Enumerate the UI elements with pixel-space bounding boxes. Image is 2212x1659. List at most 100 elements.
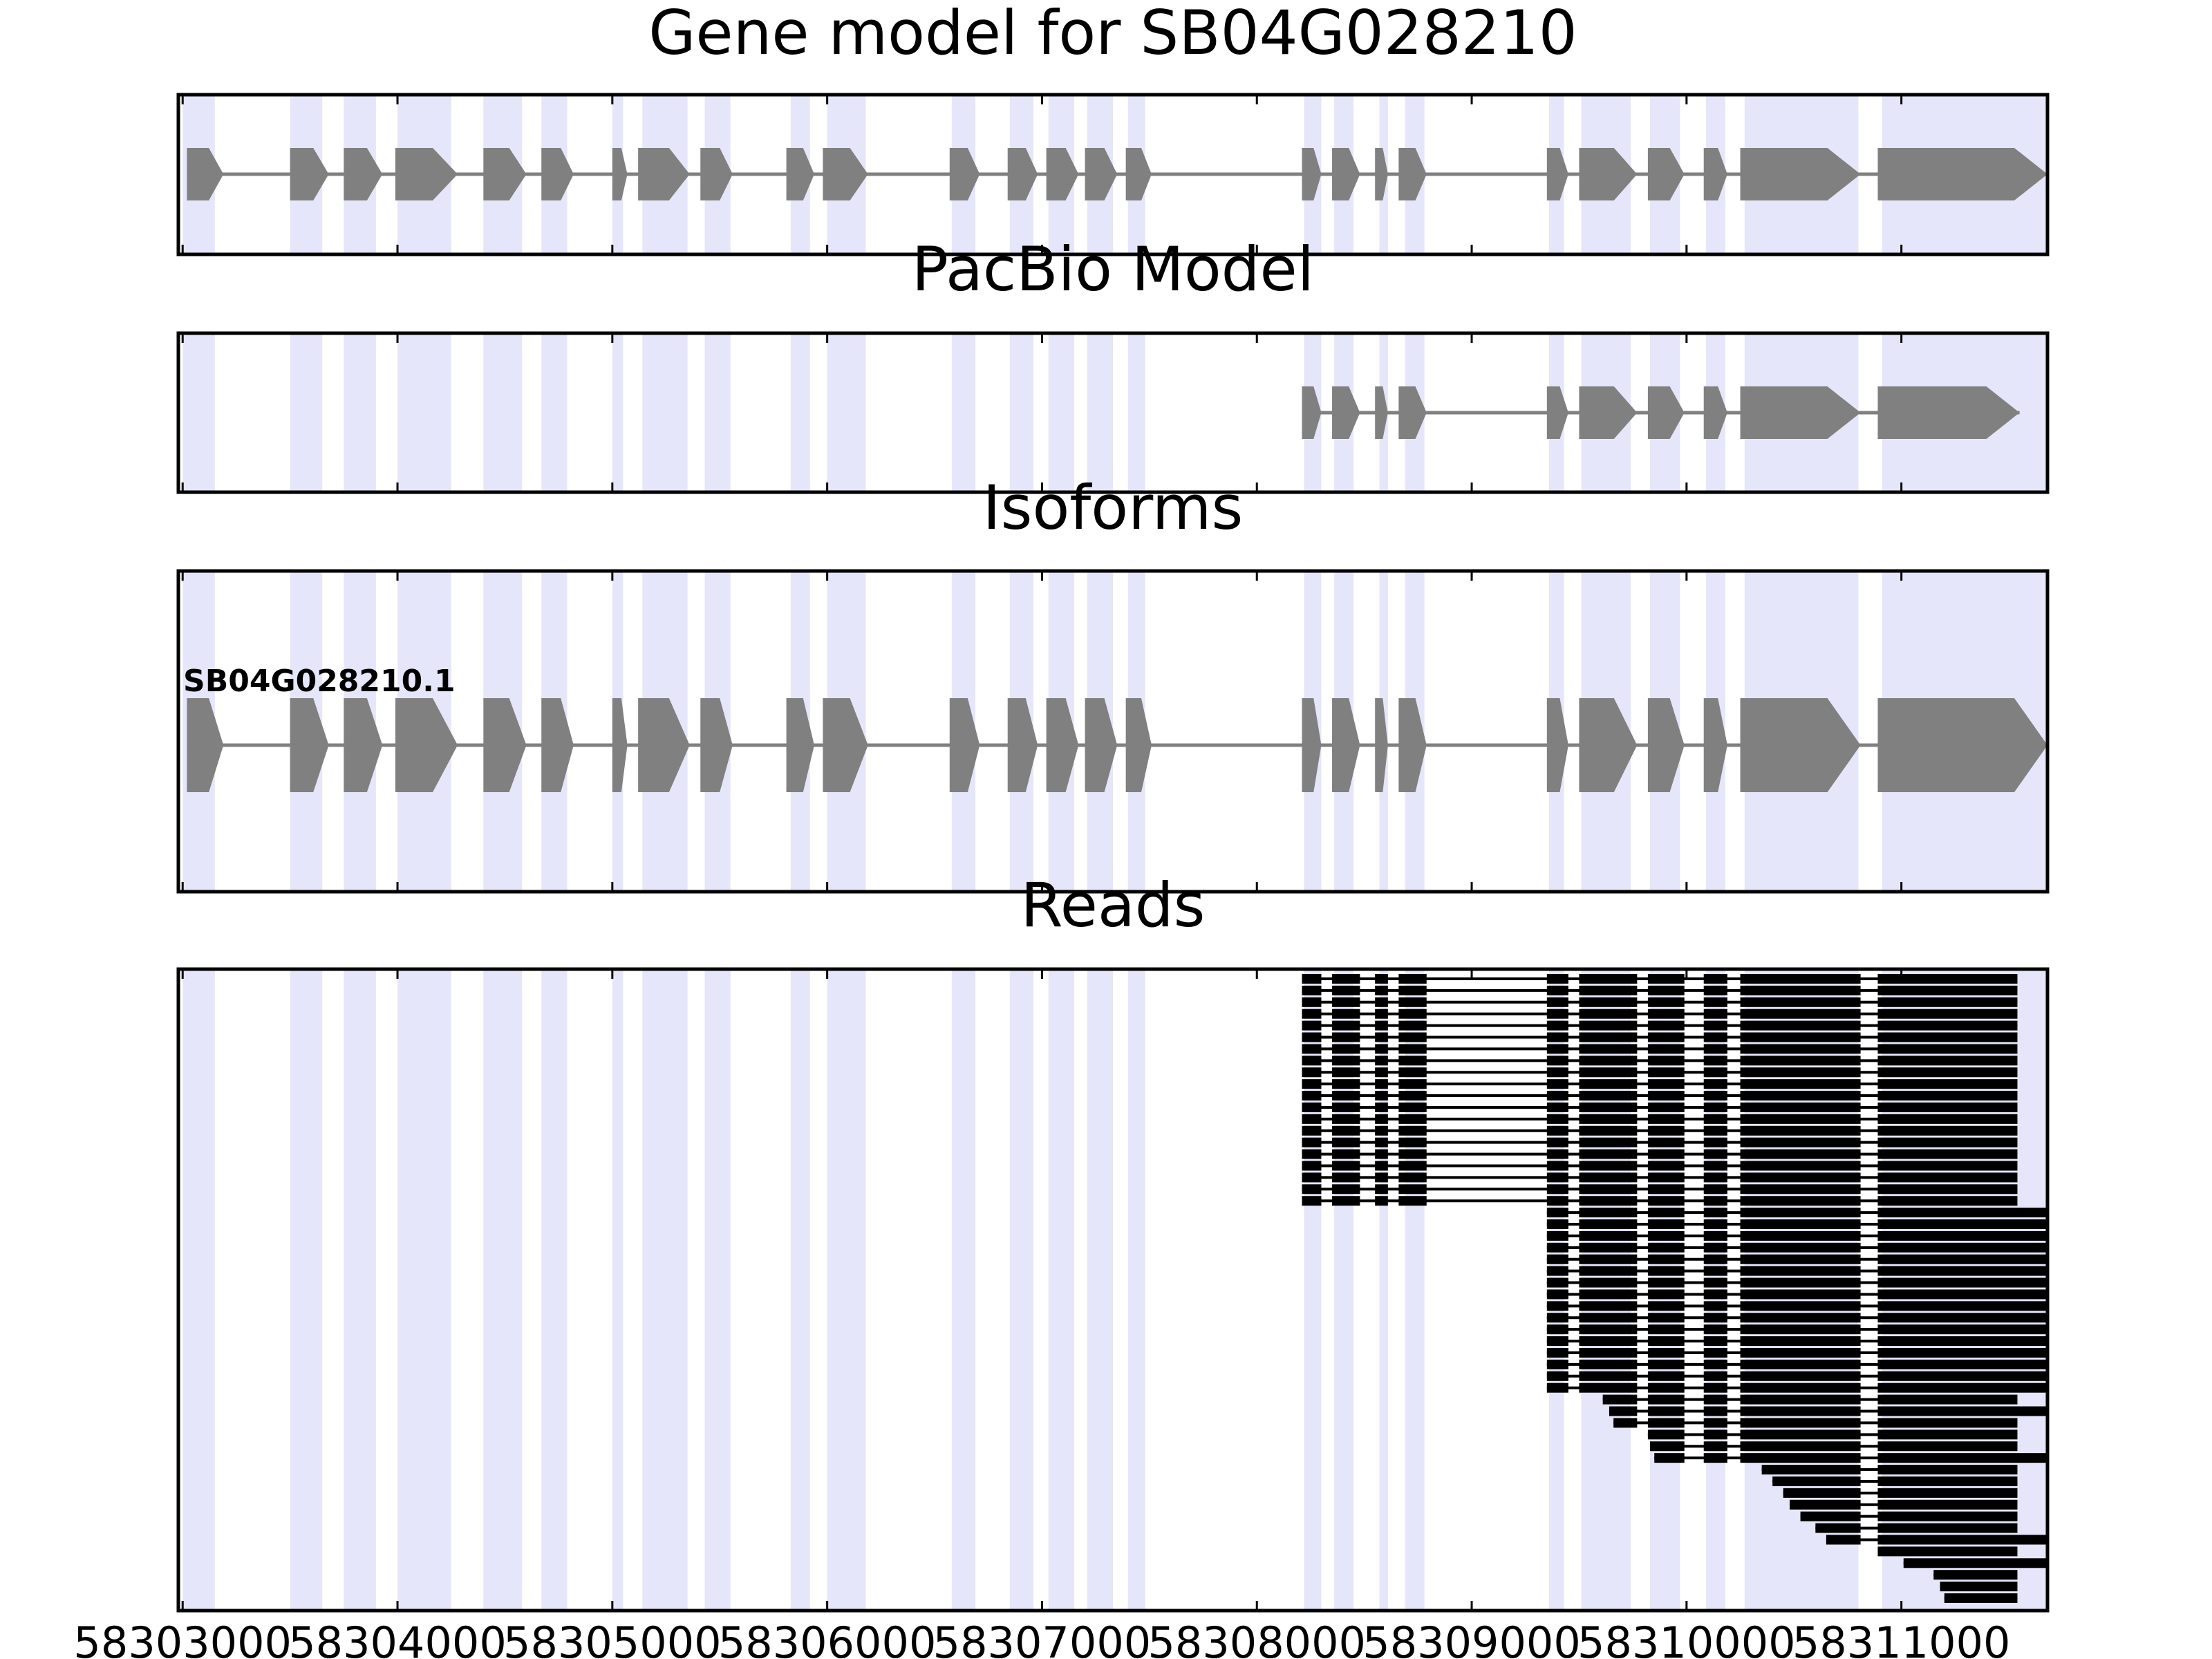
exon-block (612, 698, 628, 792)
highlight-region (1127, 969, 1145, 1611)
read-exon-block (1877, 1476, 2018, 1486)
read-exon-block (1877, 1441, 2018, 1452)
exon-block (1647, 386, 1685, 439)
read-exon-block (1647, 1044, 1685, 1054)
read-exon-block (1703, 1067, 1727, 1078)
read-exon-block (1740, 1382, 1861, 1393)
read-exon-block (1332, 1067, 1360, 1078)
read-exon-block (1877, 1535, 2047, 1545)
read-exon-block (1826, 1535, 1861, 1545)
read-exon-block (1703, 1301, 1727, 1311)
exon-block (638, 698, 690, 792)
read-exon-block (1546, 1067, 1568, 1078)
read-exon-block (1579, 1230, 1638, 1241)
exon-block (290, 698, 329, 792)
exon-block (1375, 148, 1388, 200)
read-exon-block (1647, 1289, 1685, 1300)
read (1761, 1465, 2018, 1475)
read (1302, 1032, 2018, 1042)
read-exon-block (1740, 974, 1861, 984)
highlight-region (397, 333, 451, 492)
exon-block (187, 698, 224, 792)
exon-block (1302, 386, 1322, 439)
read-exon-block (1703, 1032, 1727, 1042)
read-exon-block (1647, 1371, 1685, 1381)
highlight-region (1009, 333, 1034, 492)
read-exon-block (1332, 1056, 1360, 1066)
read-exon-block (1703, 1359, 1727, 1369)
exon-block (290, 148, 329, 200)
exon-block (823, 698, 868, 792)
read (1647, 1430, 2018, 1440)
exon-block (1302, 698, 1322, 792)
read-exon-block (1877, 1336, 2047, 1347)
read-exon-block (1944, 1593, 2018, 1603)
read (1602, 1394, 2018, 1405)
read-exon-block (1647, 1032, 1685, 1042)
read (1302, 1149, 2018, 1159)
read-exon-block (1398, 1020, 1427, 1031)
read (1302, 974, 2018, 984)
read-exon-block (1302, 1125, 1322, 1136)
read-exon-block (1579, 1172, 1638, 1183)
read (1546, 1289, 2047, 1300)
read-exon-block (1772, 1476, 1861, 1486)
read-exon-block (1703, 997, 1727, 1007)
read-exon-block (1740, 1289, 1861, 1300)
read-exon-block (1647, 1149, 1685, 1159)
exon-block (1647, 698, 1685, 792)
highlight-region (642, 969, 688, 1611)
read-exon-block (1579, 1020, 1638, 1031)
read-exon-block (1740, 1091, 1861, 1101)
read-exon-block (1877, 1382, 2047, 1393)
read-exon-block (1398, 997, 1427, 1007)
highlight-region (827, 333, 866, 492)
highlight-region (790, 969, 810, 1611)
exon-block (1332, 698, 1360, 792)
read (1940, 1582, 2018, 1592)
read-exon-block (1647, 1230, 1685, 1241)
read-exon-block (1877, 1161, 2018, 1171)
read-exon-block (1740, 1196, 1861, 1206)
exon-block (786, 148, 814, 200)
exon-block (1375, 386, 1388, 439)
read-exon-block (1783, 1488, 1861, 1498)
read-exon-block (1579, 1184, 1638, 1194)
read-exon-block (1740, 1301, 1861, 1311)
highlight-region (1009, 969, 1034, 1611)
read-exon-block (1877, 1430, 2018, 1440)
read-exon-block (1703, 1453, 1727, 1463)
read-exon-block (1740, 1347, 1861, 1358)
read-exon-block (1332, 1149, 1360, 1159)
read-exon-block (1375, 1079, 1388, 1089)
read (1826, 1535, 2047, 1545)
read-exon-block (1332, 1091, 1360, 1101)
panel-plot-area (176, 569, 2050, 894)
read-exon-block (1332, 1020, 1360, 1031)
exon-block (541, 698, 574, 792)
read-exon-block (1703, 1091, 1727, 1101)
read-exon-block (1703, 1114, 1727, 1124)
read (1302, 1102, 2018, 1112)
read-exon-block (1546, 974, 1568, 984)
read (1613, 1418, 2018, 1428)
read-exon-block (1546, 1266, 1568, 1276)
read-exon-block (1703, 1254, 1727, 1264)
read-exon-block (1613, 1418, 1638, 1428)
read-exon-block (1740, 1394, 1861, 1405)
panel-frame (176, 569, 2050, 894)
read-exon-block (1398, 1044, 1427, 1054)
read-exon-block (1398, 1091, 1427, 1101)
highlight-region (1048, 969, 1075, 1611)
exon-block (1546, 148, 1568, 200)
exon-block (1398, 386, 1427, 439)
read-exon-block (1375, 1102, 1388, 1112)
read-exon-block (1375, 1044, 1388, 1054)
read-exon-block (1375, 997, 1388, 1007)
read-exon-block (1302, 1102, 1322, 1112)
read-exon-block (1546, 1091, 1568, 1101)
exon-block (823, 148, 868, 200)
read-exon-block (1703, 974, 1727, 984)
read-exon-block (1703, 1184, 1727, 1194)
read-exon-block (1546, 1184, 1568, 1194)
